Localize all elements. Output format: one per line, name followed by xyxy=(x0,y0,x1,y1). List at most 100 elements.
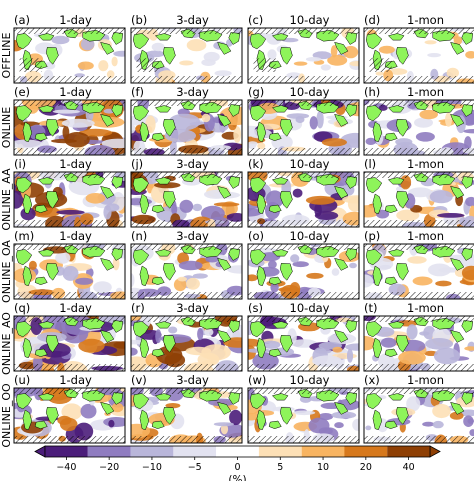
landmass xyxy=(132,393,150,410)
panel-label: (m) xyxy=(14,229,34,243)
anomaly-patch xyxy=(111,56,118,67)
anomaly-patch xyxy=(186,39,207,52)
landmass xyxy=(372,121,383,143)
colorbar-tick-label: 40 xyxy=(403,462,415,473)
landmass xyxy=(450,41,465,55)
anomaly-patch xyxy=(346,348,354,363)
anomaly-patch xyxy=(165,403,181,409)
map-panel: (j) 3-day xyxy=(130,157,243,228)
panel-frame xyxy=(130,387,243,444)
anomaly-patch xyxy=(330,45,338,58)
landmass xyxy=(45,335,59,353)
anomaly-patch xyxy=(445,112,452,127)
landmass xyxy=(15,321,33,338)
anomaly-patch xyxy=(388,68,408,75)
landmass xyxy=(268,132,282,141)
landmass xyxy=(249,105,267,122)
map-panel: (p) 1-mon xyxy=(363,229,474,300)
landmass xyxy=(268,348,282,357)
anomaly-patch xyxy=(52,109,80,114)
landmass xyxy=(450,329,465,343)
landmass xyxy=(279,335,293,353)
anomaly-patch xyxy=(262,340,281,349)
hatch-band-south xyxy=(14,364,125,371)
landmass xyxy=(334,401,349,415)
landmass xyxy=(217,329,232,343)
column-title: 1-day xyxy=(59,13,92,27)
anomaly-patch xyxy=(51,35,70,45)
anomaly-patch xyxy=(220,423,229,435)
anomaly-patch xyxy=(435,280,452,287)
anomaly-patch xyxy=(201,59,216,66)
anomaly-patch xyxy=(156,345,183,365)
landmass xyxy=(365,393,383,410)
anomaly-patch xyxy=(432,403,451,419)
landmass xyxy=(15,105,33,122)
anomaly-patch xyxy=(415,132,435,142)
landmass xyxy=(450,257,465,271)
panel-label: (b) xyxy=(131,13,147,27)
anomaly-patch xyxy=(229,409,242,426)
map-panel: (e) 1-day xyxy=(13,85,126,156)
map-field xyxy=(131,172,242,227)
landmass xyxy=(334,185,349,199)
landmass xyxy=(268,204,282,213)
anomaly-patch xyxy=(75,277,94,285)
anomaly-patch xyxy=(314,203,322,217)
panel-frame xyxy=(130,27,243,84)
anomaly-patch xyxy=(365,137,377,145)
panel-label: (l) xyxy=(364,157,376,171)
landmass xyxy=(15,33,33,50)
panel-label: (j) xyxy=(131,157,143,171)
hatch-band-north xyxy=(14,172,125,178)
anomaly-patch xyxy=(292,261,309,268)
landmass xyxy=(132,321,150,338)
hatch-band-north xyxy=(14,28,125,34)
landmass xyxy=(279,191,293,209)
anomaly-patch xyxy=(433,347,461,365)
anomaly-patch xyxy=(270,281,279,293)
anomaly-patch xyxy=(213,422,234,427)
hatch-band-north xyxy=(248,100,359,106)
anomaly-patch xyxy=(268,260,277,269)
map-panel: (c) 10-day xyxy=(247,13,360,84)
landmass xyxy=(34,420,48,429)
landmass xyxy=(34,132,48,141)
column-title: 1-day xyxy=(59,373,92,387)
anomaly-patch xyxy=(305,57,322,62)
map-field xyxy=(364,172,474,227)
colorbar-tick-label: 20 xyxy=(360,462,372,473)
landmass xyxy=(450,185,465,199)
hatch-band-north xyxy=(364,388,474,394)
column-title: 3-day xyxy=(176,373,209,387)
panel-frame xyxy=(13,315,126,372)
map-field xyxy=(364,100,474,155)
hatch-band-north xyxy=(14,244,125,250)
map-panel: (k) 10-day xyxy=(247,157,360,228)
anomaly-patch xyxy=(131,123,136,134)
column-title: 1-mon xyxy=(407,301,444,315)
anomaly-patch xyxy=(334,422,344,429)
map-panel: (f) 3-day xyxy=(130,85,243,156)
anomaly-patch xyxy=(332,346,343,353)
anomaly-patch xyxy=(469,429,474,437)
anomaly-patch xyxy=(61,118,95,128)
map-panel: (h) 1-mon xyxy=(363,85,474,156)
landmass xyxy=(15,393,33,410)
row-label: ONLINE_OO xyxy=(0,383,13,448)
anomaly-patch xyxy=(380,337,397,348)
column-title: 10-day xyxy=(290,13,330,27)
anomaly-patch xyxy=(93,281,112,294)
anomaly-patch xyxy=(464,136,472,150)
map-field xyxy=(364,244,474,299)
landmass xyxy=(34,204,48,213)
anomaly-patch xyxy=(265,190,284,208)
anomaly-patch xyxy=(342,195,359,204)
map-field xyxy=(248,100,359,155)
anomaly-patch xyxy=(101,138,125,149)
anomaly-patch xyxy=(396,209,420,222)
landmass xyxy=(334,41,349,55)
anomaly-patch xyxy=(113,341,125,349)
hatch-band-south xyxy=(14,292,125,299)
hatch-band-south xyxy=(248,76,359,83)
